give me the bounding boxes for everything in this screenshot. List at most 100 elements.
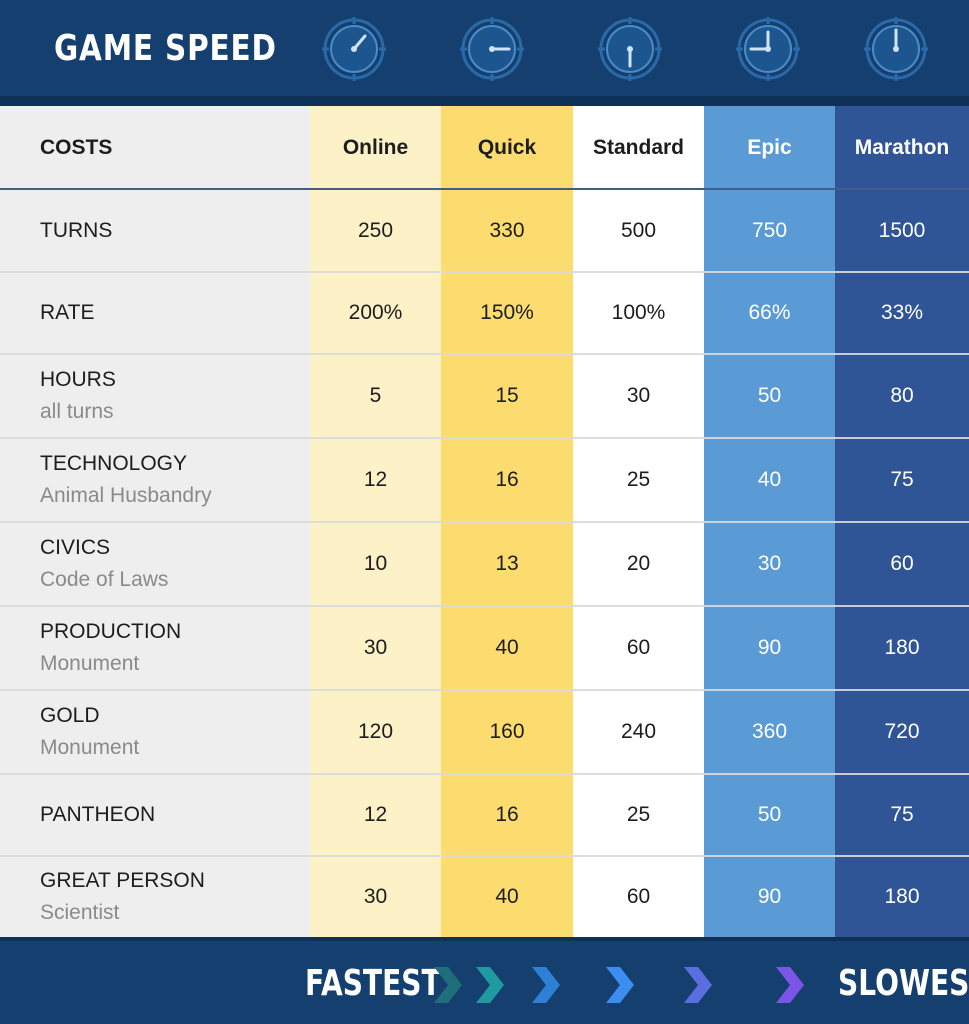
- table-cell: 30: [626, 384, 651, 407]
- row-divider: [0, 605, 969, 607]
- row-label-title: PANTHEON: [40, 803, 156, 826]
- table-cell: 30: [363, 884, 388, 908]
- costs-header: COSTS: [40, 136, 113, 159]
- table-cell: 120: [357, 720, 394, 743]
- row-label-title: GOLD: [40, 704, 100, 727]
- column-header-marathon: Marathon: [854, 136, 950, 159]
- row-label-title: TECHNOLOGY: [40, 452, 188, 475]
- table-cell: 50: [757, 803, 782, 826]
- row-label: PRODUCTION Monument: [40, 606, 310, 690]
- speed-scale-footer: FASTEST SLOWEST: [0, 937, 969, 1024]
- row-divider: [0, 521, 969, 523]
- table-cell: 66%: [748, 301, 791, 324]
- row-label: GOLD Monument: [40, 690, 310, 774]
- table-cell: 240: [620, 720, 657, 743]
- row-label-subtitle: Monument: [40, 736, 140, 759]
- table-cell: 720: [884, 720, 920, 743]
- row-label-subtitle: Code of Laws: [40, 568, 169, 591]
- table-cell: 33%: [880, 301, 924, 324]
- table-cell: 75: [890, 468, 914, 491]
- chevron-right-icon: [680, 963, 716, 1007]
- table-cell: 1500: [878, 219, 926, 242]
- chevron-right-icon: [772, 963, 808, 1007]
- clock-full-icon: [863, 16, 929, 82]
- row-label-title: HOURS: [40, 368, 116, 391]
- fastest-label: FASTEST: [305, 963, 441, 1004]
- table-cell: 25: [626, 468, 651, 491]
- game-speed-table: COSTS TURNS RATE HOURS all turns TECHNOLOGY A…: [0, 106, 969, 937]
- column-header-epic: Epic: [747, 136, 792, 159]
- clock-half-icon: [597, 16, 663, 82]
- table-cell: 90: [757, 884, 782, 908]
- chevron-right-icon: [602, 963, 638, 1007]
- table-cell: 40: [757, 468, 782, 491]
- row-divider: [0, 773, 969, 775]
- table-cell: 180: [884, 636, 920, 659]
- row-label-title: PRODUCTION: [40, 620, 182, 643]
- clock-quarter-icon: [459, 16, 525, 82]
- column-header-quick: Quick: [477, 136, 537, 159]
- column-header-standard: Standard: [592, 136, 684, 159]
- table-cell: 180: [884, 884, 920, 908]
- row-divider: [0, 855, 969, 857]
- table-cell: 40: [495, 884, 519, 908]
- row-label-title: CIVICS: [40, 536, 111, 559]
- page-title: GAME SPEED: [54, 28, 277, 69]
- chevron-right-icon: [528, 963, 564, 1007]
- row-label: TURNS: [40, 190, 310, 272]
- clock-three-quarter-icon: [735, 16, 801, 82]
- table-cell: 60: [626, 884, 651, 908]
- slowest-label: SLOWEST: [838, 963, 969, 1004]
- row-label: HOURS all turns: [40, 354, 310, 438]
- row-label: CIVICS Code of Laws: [40, 522, 310, 606]
- table-cell: 500: [620, 219, 657, 242]
- table-cell: 150%: [480, 301, 534, 324]
- row-label-subtitle: all turns: [40, 400, 114, 423]
- table-cell: 60: [890, 552, 914, 575]
- row-divider: [0, 437, 969, 439]
- chevron-right-icon: [472, 963, 508, 1007]
- row-divider: [0, 353, 969, 355]
- row-divider: [0, 271, 969, 273]
- table-cell: 13: [495, 552, 519, 575]
- row-label: PANTHEON: [40, 774, 310, 856]
- row-label-title: GREAT PERSON: [40, 868, 205, 892]
- chevron-right-icon: [430, 963, 466, 1007]
- header-divider: [0, 188, 969, 190]
- row-label: GREAT PERSON Scientist: [40, 856, 310, 937]
- table-cell: 16: [495, 468, 519, 491]
- table-cell: 160: [489, 720, 525, 743]
- clock-fast-icon: [321, 16, 387, 82]
- table-cell: 50: [757, 384, 782, 407]
- table-cell: 12: [363, 468, 388, 491]
- row-label: RATE: [40, 272, 310, 354]
- table-cell: 20: [626, 552, 651, 575]
- table-cell: 250: [357, 219, 394, 242]
- row-label-subtitle: Scientist: [40, 900, 120, 924]
- row-label: TECHNOLOGY Animal Husbandry: [40, 438, 310, 522]
- row-label-title: TURNS: [40, 219, 113, 242]
- header-bar: GAME SPEED: [0, 0, 969, 106]
- table-cell: 5: [369, 384, 382, 407]
- row-label-subtitle: Monument: [40, 652, 140, 675]
- table-cell: 30: [363, 636, 388, 659]
- table-cell: 16: [495, 803, 519, 826]
- table-cell: 100%: [611, 301, 666, 324]
- table-cell: 12: [363, 803, 388, 826]
- column-header-online: Online: [342, 136, 409, 159]
- table-cell: 80: [890, 384, 914, 407]
- row-divider: [0, 689, 969, 691]
- row-label-title: RATE: [40, 301, 95, 324]
- table-cell: 360: [751, 720, 788, 743]
- table-cell: 75: [890, 803, 914, 826]
- table-cell: 15: [495, 384, 519, 407]
- row-label-subtitle: Animal Husbandry: [40, 484, 212, 507]
- table-cell: 30: [757, 552, 782, 575]
- table-cell: 25: [626, 803, 651, 826]
- table-cell: 40: [495, 636, 519, 659]
- table-cell: 330: [489, 219, 525, 242]
- table-cell: 90: [757, 636, 782, 659]
- table-cell: 10: [363, 552, 388, 575]
- table-cell: 750: [751, 219, 788, 242]
- table-cell: 200%: [348, 301, 403, 324]
